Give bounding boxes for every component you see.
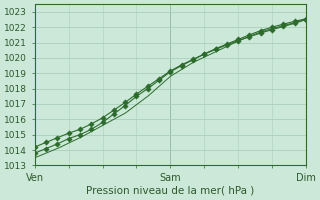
X-axis label: Pression niveau de la mer( hPa ): Pression niveau de la mer( hPa ): [86, 186, 254, 196]
